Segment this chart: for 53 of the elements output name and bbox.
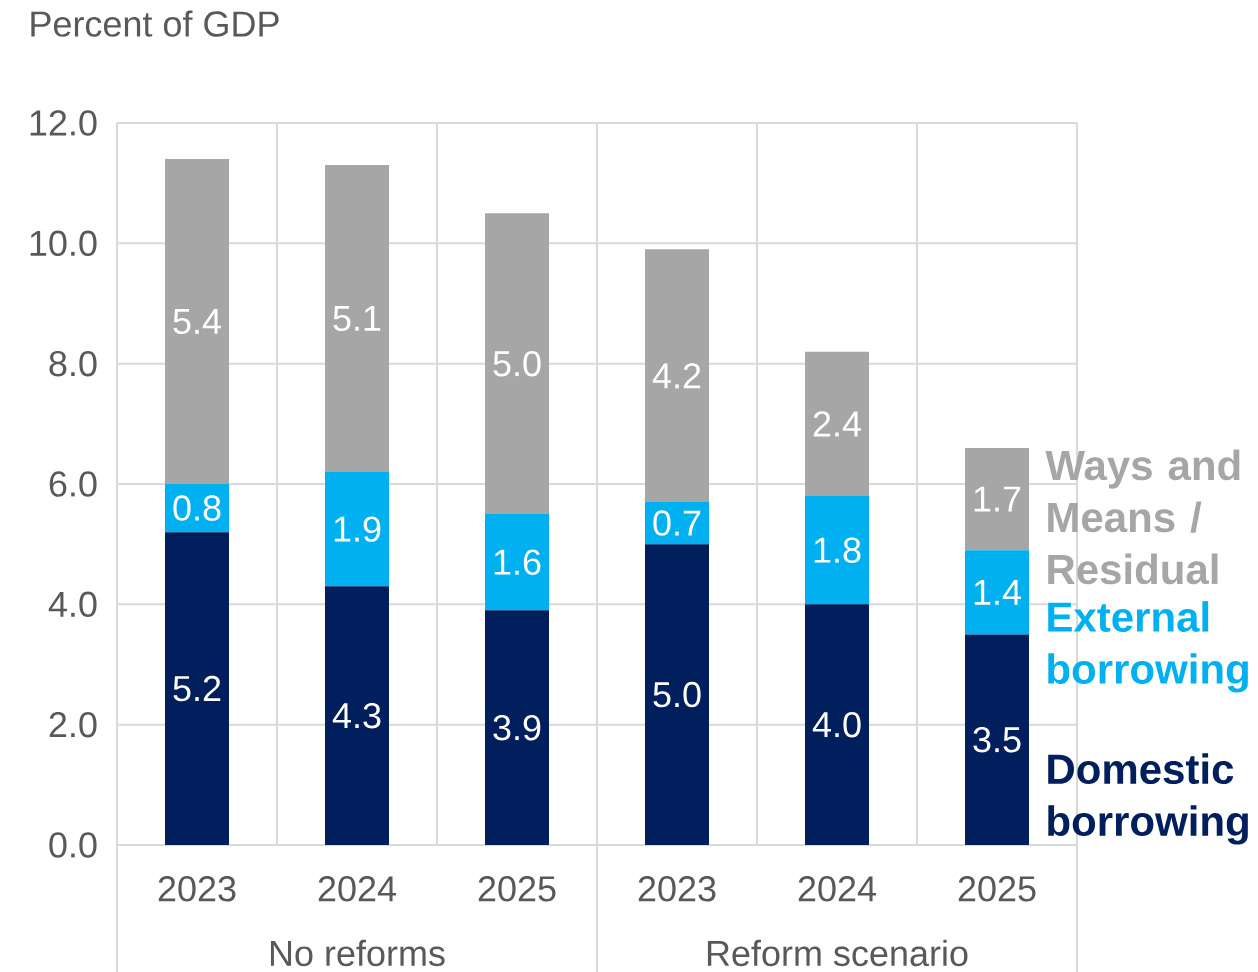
bar (165, 159, 229, 484)
bar (805, 351, 870, 497)
x-tick-label: 2023 (158, 876, 236, 902)
bar (325, 165, 389, 472)
data-label: 4.2 (652, 363, 701, 389)
bar (645, 249, 709, 503)
bar (965, 550, 1030, 635)
data-label: 0.8 (173, 495, 221, 521)
y-tick-label: 6.0 (49, 471, 97, 497)
text: Reform scenario (707, 939, 968, 967)
bar (485, 213, 549, 515)
data-label: 1.4 (974, 579, 1021, 605)
data-label: 1.9 (334, 516, 381, 542)
x-tick-label: 2024 (318, 876, 396, 902)
data-label: 5.4 (173, 308, 221, 335)
data-label: 5.2 (173, 675, 221, 702)
y-tick-label: 8.0 (49, 350, 97, 377)
data-label: 1.7 (974, 486, 1021, 512)
x-tick-label: 2024 (798, 876, 876, 902)
series-label: Domestic borrowing (1048, 753, 1248, 845)
data-label: 4.0 (812, 711, 861, 738)
y-tick-label: 4.0 (48, 591, 97, 618)
bar (805, 604, 870, 845)
data-label: 0.7 (653, 510, 701, 536)
x-tick-label: 2023 (638, 876, 716, 902)
data-label: 3.5 (973, 726, 1021, 753)
series-label: External borrowing (1048, 601, 1248, 693)
data-label: 5.0 (653, 681, 701, 708)
y-tick-label: 0.0 (49, 832, 97, 858)
bar (965, 447, 1030, 551)
bar (965, 634, 1030, 845)
bar (485, 514, 549, 611)
data-label: 1.6 (494, 549, 541, 575)
data-label: 2.4 (813, 411, 861, 437)
bar (325, 471, 389, 587)
y-axis-title: Percent of GDP (31, 10, 279, 37)
bar (645, 544, 709, 845)
bar (485, 610, 549, 845)
y-tick-label: 12.0 (30, 110, 97, 136)
bar (805, 496, 870, 605)
x-tick-label: 2025 (478, 876, 556, 902)
y-tick-label: 10.0 (30, 230, 97, 257)
data-label: 5.0 (493, 350, 541, 377)
data-label: 4.3 (332, 702, 381, 729)
data-label: 3.9 (493, 714, 541, 741)
text: No reforms (270, 939, 445, 967)
series-label: Ways and Means / Residual (1045, 449, 1240, 585)
y-tick-label: 2.0 (49, 711, 97, 738)
data-label: 5.1 (333, 305, 381, 332)
x-tick-label: 2025 (958, 876, 1036, 902)
bar (165, 532, 229, 845)
data-label: 1.8 (814, 537, 861, 563)
bar (325, 586, 389, 845)
